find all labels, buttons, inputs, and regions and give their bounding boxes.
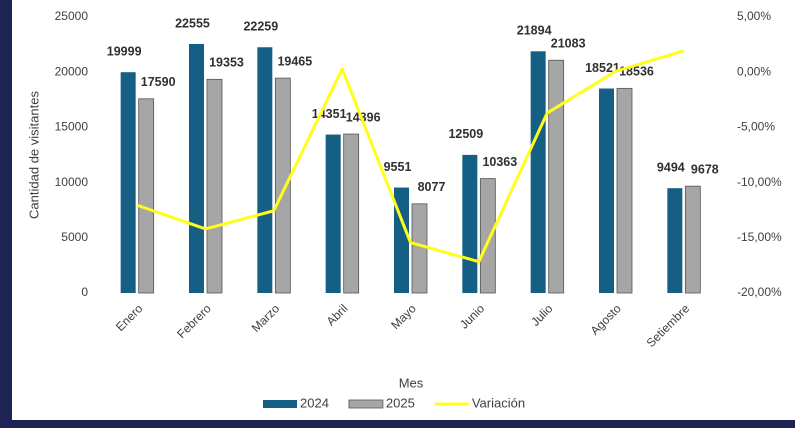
line: [136, 49, 685, 264]
bar: [189, 43, 204, 294]
data-label: 9678: [691, 162, 719, 176]
bar: [548, 59, 565, 294]
y-tick-label: 20000: [55, 64, 89, 78]
data-label: 8077: [418, 180, 446, 194]
data-label: 22259: [243, 20, 278, 34]
bar: [462, 154, 478, 293]
y2-tick-label: -15,00%: [737, 230, 782, 244]
y-tick-label: 15000: [55, 120, 89, 134]
y-tick-label: 0: [81, 285, 88, 299]
data-label: 19999: [107, 45, 142, 59]
data-label: 21894: [517, 24, 552, 38]
bar: [274, 77, 291, 294]
legend-label: Variación: [472, 395, 525, 410]
legend-label: 2024: [300, 395, 329, 410]
y2-tick-label: -10,00%: [737, 175, 782, 189]
bar: [684, 185, 701, 294]
y-tick-label: 25000: [55, 9, 89, 23]
data-label: 14351: [312, 107, 347, 121]
data-label: 22555: [175, 16, 210, 30]
x-axis-title: Mes: [399, 375, 424, 390]
bar: [411, 203, 428, 294]
y2-tick-label: -20,00%: [737, 285, 782, 299]
bar: [206, 78, 223, 294]
bar: [599, 88, 614, 293]
data-label: 18521: [585, 61, 620, 75]
bar: [667, 188, 683, 293]
data-label: 9494: [657, 160, 685, 174]
data-label: 19465: [277, 54, 312, 68]
data-label: 14396: [346, 110, 381, 124]
bar: [616, 87, 633, 294]
data-label: 17590: [141, 75, 176, 89]
y2-tick-label: 0,00%: [737, 64, 771, 78]
data-label: 21083: [551, 37, 586, 51]
y2-tick-label: 5,00%: [737, 9, 771, 23]
data-label: 9551: [384, 160, 412, 174]
legend-label: 2025: [386, 395, 415, 410]
data-label: 10363: [482, 155, 517, 169]
y-axis-title: Cantidad de visitantes: [26, 91, 41, 219]
bar: [138, 98, 155, 294]
data-label: 12509: [448, 127, 483, 141]
bar: [530, 51, 546, 294]
bar: [479, 178, 496, 294]
data-label: 19353: [209, 56, 244, 70]
bar: [120, 72, 136, 294]
bar: [325, 134, 341, 293]
legend-swatch: [263, 400, 297, 408]
data-label: 18536: [619, 65, 654, 79]
legend-swatch: [348, 399, 384, 409]
y-tick-label: 10000: [55, 175, 89, 189]
y-tick-label: 5000: [61, 230, 88, 244]
bar: [343, 133, 360, 294]
bar: [257, 47, 273, 294]
y2-tick-label: -5,00%: [737, 120, 775, 134]
